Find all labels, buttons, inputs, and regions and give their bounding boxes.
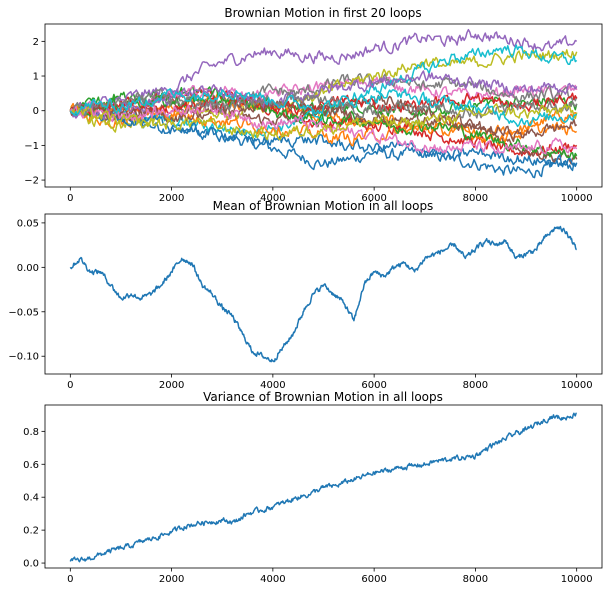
plot-frame-mean xyxy=(44,213,603,375)
x-tick-label-variance-1: 2000 xyxy=(159,574,184,585)
y-tick-label-variance-0: 0.0 xyxy=(23,559,39,570)
x-tick-label-variance-2: 4000 xyxy=(260,574,285,585)
x-tick-label-mean-0: 0 xyxy=(67,380,73,391)
x-tick-label-paths-1: 2000 xyxy=(159,193,184,204)
series-lines-variance xyxy=(69,412,577,563)
y-tick-label-variance-3: 0.6 xyxy=(23,460,39,471)
series-line-paths-10 xyxy=(69,104,578,168)
x-tick-label-paths-2: 4000 xyxy=(260,193,285,204)
series-line-paths-4 xyxy=(70,28,578,115)
series-line-variance-0 xyxy=(69,412,577,563)
x-tick-label-mean-2: 4000 xyxy=(260,380,285,391)
x-tick-label-paths-3: 6000 xyxy=(361,193,386,204)
series-line-paths-18 xyxy=(69,103,578,141)
x-tick-label-variance-3: 6000 xyxy=(361,574,386,585)
axis-ticks-mean: 0 2000 4000 6000 8000 10000 −0.10 −0.05 0.00 0.05 xyxy=(8,218,592,391)
series-line-paths-8 xyxy=(69,49,578,133)
series-line-paths-14 xyxy=(69,70,578,121)
x-tick-label-variance-4: 8000 xyxy=(463,574,488,585)
x-tick-label-mean-5: 10000 xyxy=(561,380,593,391)
chart-title-paths: Brownian Motion in first 20 loops xyxy=(224,6,421,20)
axis-ticks-paths: 0 2000 4000 6000 8000 10000 −2 −1 0 1 2 xyxy=(24,37,592,204)
x-tick-label-variance-5: 10000 xyxy=(561,574,593,585)
series-lines-mean xyxy=(69,225,577,363)
y-tick-label-paths-1: −1 xyxy=(24,141,39,152)
x-tick-label-mean-4: 8000 xyxy=(463,380,488,391)
series-lines-paths xyxy=(69,28,578,179)
series-line-paths-15 xyxy=(69,97,578,143)
series-line-paths-17 xyxy=(69,88,578,119)
y-tick-label-variance-4: 0.8 xyxy=(23,427,39,438)
y-tick-label-paths-2: 0 xyxy=(33,106,39,117)
y-tick-label-variance-1: 0.2 xyxy=(23,526,39,537)
series-line-paths-19 xyxy=(69,88,578,128)
x-tick-label-paths-5: 10000 xyxy=(561,193,593,204)
axis-ticks-variance: 0 2000 4000 6000 8000 10000 0.0 0.2 0.4 0.6 0.8 xyxy=(23,427,592,585)
brownian-paths-panel: Brownian Motion in first 20 loops 0 2000 4… xyxy=(24,6,603,204)
variance-panel: Variance of Brownian Motion in all loops… xyxy=(23,390,603,585)
y-tick-label-mean-2: 0.00 xyxy=(17,263,39,274)
y-tick-label-mean-3: 0.05 xyxy=(17,218,39,229)
x-tick-label-mean-3: 6000 xyxy=(361,380,386,391)
mean-panel: Mean of Brownian Motion in all loops 0 20… xyxy=(8,199,603,391)
chart-title-mean: Mean of Brownian Motion in all loops xyxy=(213,199,434,213)
x-tick-label-paths-0: 0 xyxy=(67,193,73,204)
x-tick-label-paths-4: 8000 xyxy=(463,193,488,204)
y-tick-label-variance-2: 0.4 xyxy=(23,493,39,504)
chart-title-variance: Variance of Brownian Motion in all loops xyxy=(203,390,443,404)
series-line-paths-0 xyxy=(69,103,577,179)
plot-frame-variance xyxy=(44,404,603,569)
y-tick-label-mean-0: −0.10 xyxy=(8,352,39,363)
y-tick-label-paths-4: 2 xyxy=(33,37,39,48)
x-tick-label-variance-0: 0 xyxy=(67,574,73,585)
series-line-mean-0 xyxy=(69,225,577,363)
x-tick-label-mean-1: 2000 xyxy=(159,380,184,391)
y-tick-label-paths-3: 1 xyxy=(33,72,39,83)
y-tick-label-mean-1: −0.05 xyxy=(8,307,39,318)
y-tick-label-paths-0: −2 xyxy=(24,176,39,187)
plot-frame-paths xyxy=(44,23,603,188)
